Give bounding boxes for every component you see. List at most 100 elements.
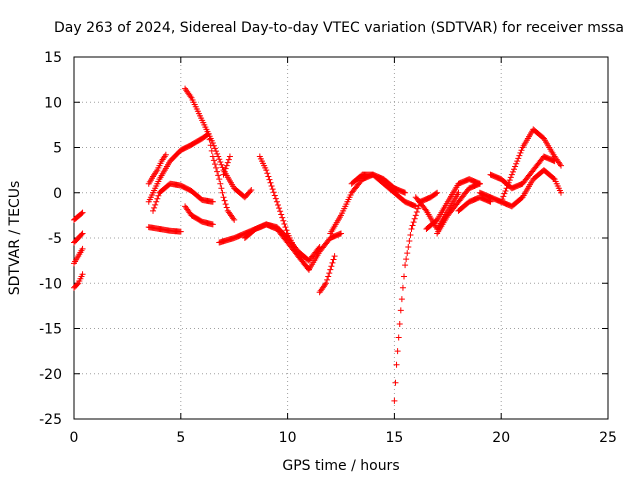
y-tick-label: 5	[53, 141, 62, 157]
series-s25	[487, 153, 558, 192]
data-point	[325, 273, 332, 280]
data-point	[323, 280, 330, 287]
data-point	[330, 256, 337, 263]
series-s7	[205, 130, 238, 223]
y-tick-labels: -25 -20 -15 -10 -5 0 5 10 15	[39, 50, 62, 428]
data-point	[507, 174, 514, 181]
series-s11	[220, 153, 233, 178]
data-point	[516, 152, 523, 159]
data-point	[270, 189, 277, 196]
data-point	[218, 161, 225, 168]
data-point	[217, 158, 224, 165]
data-point	[266, 176, 273, 183]
data-point	[398, 296, 405, 303]
data-point	[215, 172, 222, 179]
data-point	[433, 190, 440, 197]
data-point	[508, 171, 515, 178]
axis-ticks	[73, 56, 609, 420]
data-point	[151, 204, 158, 211]
data-point	[74, 281, 81, 288]
y-tick-label: -15	[39, 322, 62, 338]
series-s4	[71, 271, 86, 291]
data-point	[223, 204, 230, 211]
data-point	[209, 198, 216, 205]
data-point	[327, 266, 334, 273]
data-point	[410, 219, 417, 226]
data-point	[210, 157, 217, 164]
data-point	[558, 189, 565, 196]
data-point	[282, 224, 289, 231]
data-point	[324, 276, 331, 283]
data-point	[209, 153, 216, 160]
data-point	[218, 185, 225, 192]
data-point	[222, 201, 229, 208]
data-point	[223, 162, 230, 169]
data-point	[409, 222, 416, 229]
x-axis-label: GPS time / hours	[282, 458, 399, 474]
data-point	[411, 215, 418, 222]
data-point	[328, 263, 335, 270]
data-point	[406, 238, 413, 245]
data-point	[402, 189, 409, 196]
data-point	[517, 149, 524, 156]
data-point	[231, 216, 238, 223]
chart-title: Day 263 of 2024, Sidereal Day-to-day VTE…	[54, 20, 624, 36]
data-point	[263, 167, 270, 174]
data-point	[213, 164, 220, 171]
data-point	[217, 180, 224, 187]
data-point	[277, 208, 284, 215]
data-point	[281, 220, 288, 227]
data-point	[408, 225, 415, 232]
data-point	[514, 158, 521, 165]
x-tick-label: 10	[279, 430, 297, 446]
data-point	[455, 189, 462, 196]
x-tick-labels: 0 5 10 15 20 25	[70, 430, 617, 446]
data-point	[512, 163, 519, 170]
data-point	[273, 198, 280, 205]
x-tick-label: 25	[599, 430, 617, 446]
data-point	[434, 189, 441, 196]
data-point	[209, 139, 216, 146]
data-point	[397, 307, 404, 314]
data-point	[501, 190, 508, 197]
data-point	[267, 179, 274, 186]
data-point	[272, 195, 279, 202]
y-axis-label: SDTVAR / TECUs	[7, 181, 23, 296]
data-point	[329, 259, 336, 266]
data-point	[280, 217, 287, 224]
y-tick-label: -10	[39, 276, 62, 292]
data-point	[276, 205, 283, 212]
data-point	[412, 212, 419, 219]
data-point	[153, 198, 160, 205]
y-tick-label: 15	[44, 50, 62, 66]
data-point	[279, 214, 286, 221]
data-point	[79, 230, 86, 237]
data-point	[414, 205, 421, 212]
data-point	[215, 153, 222, 160]
series-s21	[412, 189, 462, 232]
data-point	[225, 156, 232, 163]
y-tick-label: 0	[53, 186, 62, 202]
data-point	[211, 145, 218, 152]
data-point	[513, 160, 520, 167]
series-s14	[241, 221, 323, 264]
data-point	[269, 186, 276, 193]
x-tick-label: 5	[176, 430, 185, 446]
series-s5	[145, 151, 169, 187]
data-point	[214, 168, 221, 175]
data-point	[407, 231, 414, 238]
data-point	[220, 194, 227, 201]
data-point	[248, 187, 255, 194]
series-s12	[182, 203, 216, 228]
series-s23	[434, 180, 483, 237]
data-point	[392, 379, 399, 386]
data-point	[154, 195, 161, 202]
data-points	[71, 85, 565, 404]
data-point	[79, 245, 86, 252]
series-s24	[476, 126, 565, 205]
series-s18	[327, 171, 409, 237]
data-point	[247, 188, 254, 195]
series-s15	[256, 153, 312, 273]
series-s2	[71, 230, 86, 246]
